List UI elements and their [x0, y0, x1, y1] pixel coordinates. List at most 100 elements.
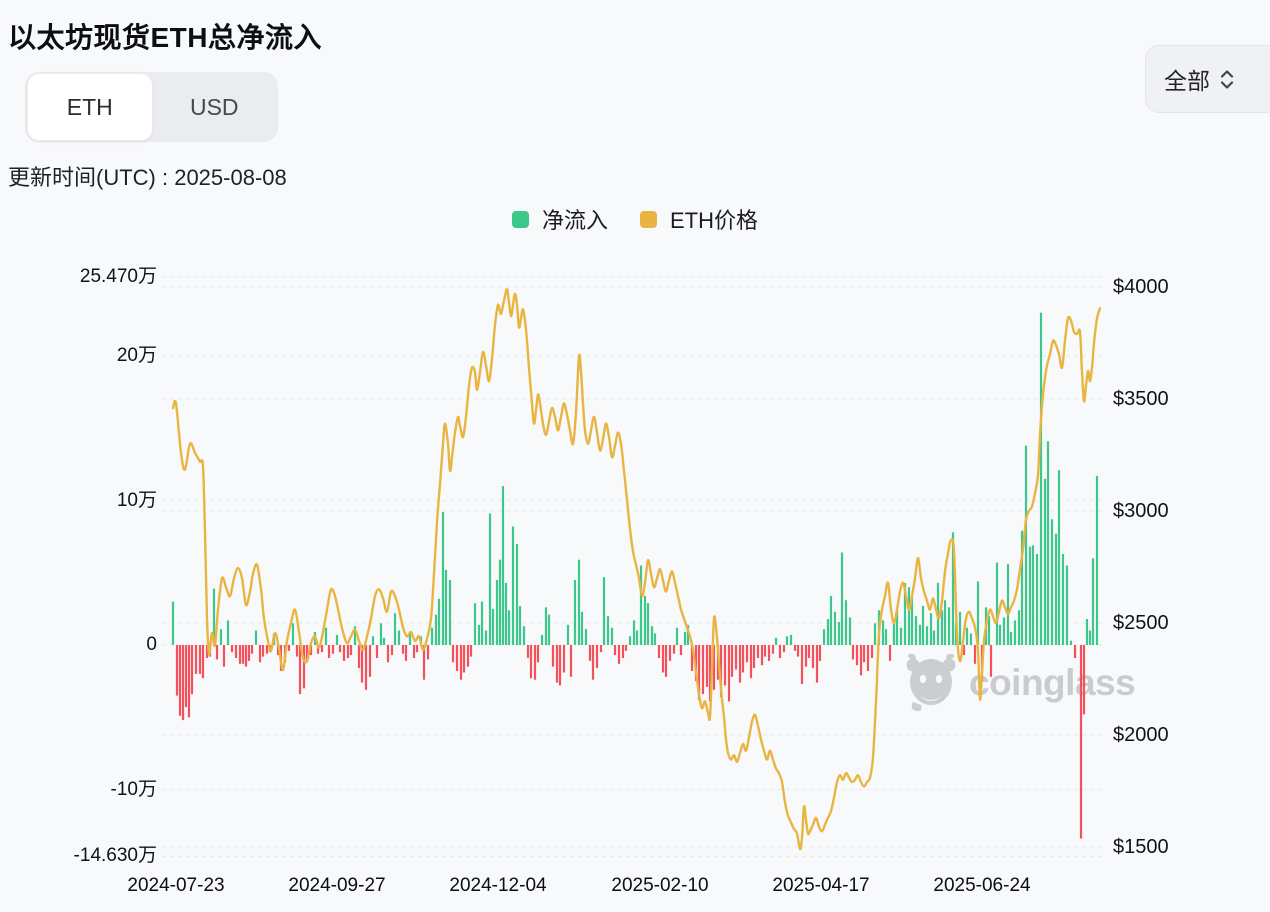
netflow-bar — [533, 645, 537, 680]
netflow-bar — [498, 559, 502, 645]
legend-item-netflow[interactable]: 净流入 — [511, 203, 608, 235]
netflow-bar — [1065, 565, 1069, 645]
netflow-bar — [646, 603, 650, 645]
netflow-bar — [1061, 554, 1065, 645]
netflow-bar — [558, 645, 562, 686]
netflow-bar — [241, 645, 245, 664]
netflow-bar — [1031, 545, 1035, 645]
netflow-bar — [526, 645, 530, 658]
netflow-bar — [848, 617, 852, 645]
netflow-bar — [701, 645, 705, 695]
netflow-bar — [697, 645, 701, 700]
netflow-bar — [511, 526, 515, 645]
legend-item-eth-price[interactable]: ETH价格 — [640, 203, 758, 235]
netflow-bar — [551, 645, 555, 667]
netflow-bar — [826, 619, 830, 645]
netflow-bar — [727, 645, 731, 702]
netflow-bar — [430, 627, 434, 645]
chevron-up-icon — [1220, 69, 1234, 78]
netflow-bar — [679, 645, 683, 656]
netflow-bar — [683, 632, 687, 645]
netflow-bar — [451, 645, 455, 663]
netflow-bar — [862, 645, 866, 663]
netflow-bar — [628, 636, 632, 645]
y-left-tick-label: 25.470万 — [79, 265, 157, 287]
netflow-bar — [749, 645, 753, 679]
netflow-bar — [884, 629, 888, 645]
netflow-bar — [833, 611, 837, 645]
netflow-bar — [958, 611, 962, 645]
netflow-bar — [870, 645, 874, 658]
netflow-bar — [397, 630, 401, 645]
netflow-bar — [782, 645, 786, 653]
netflow-bar — [881, 620, 885, 645]
netflow-bar — [1057, 470, 1061, 645]
netflow-bar — [591, 645, 595, 680]
netflow-bar — [1006, 564, 1010, 645]
netflow-bar — [480, 601, 484, 645]
netflow-bar — [899, 627, 903, 645]
netflow-bar — [309, 645, 313, 656]
netflow-bar — [219, 629, 223, 645]
y-left-tick-label: -10万 — [110, 778, 157, 800]
unit-toggle-usd[interactable]: USD — [189, 93, 239, 120]
netflow-bar — [529, 645, 533, 679]
netflow-bar — [969, 633, 973, 645]
netflow-bar — [584, 629, 588, 645]
netflow-bar — [566, 624, 570, 645]
netflow-bar — [1024, 445, 1028, 645]
netflow-bar — [495, 580, 499, 645]
netflow-bar — [859, 645, 863, 676]
netflow-bar — [807, 645, 811, 658]
x-axis-tick-label: 2025-06-24 — [933, 875, 1031, 896]
netflow-bar — [190, 645, 194, 695]
netflow-bar — [837, 621, 841, 645]
netflow-bar — [412, 645, 416, 658]
netflow-bar — [212, 588, 216, 645]
netflow-bar — [778, 645, 782, 658]
eth-price-swatch-icon — [640, 210, 657, 228]
netflow-bar — [686, 624, 690, 645]
netflow-bar — [175, 645, 179, 696]
netflow-bar — [238, 645, 242, 664]
netflow-bar — [599, 645, 603, 653]
netflow-bar — [635, 630, 639, 645]
unit-toggle-eth[interactable]: ETH — [27, 73, 153, 141]
chevron-down-icon — [1220, 80, 1234, 89]
netflow-bar — [437, 598, 441, 645]
netflow-bar — [995, 562, 999, 645]
netflow-bar — [1088, 630, 1092, 645]
netflow-bar — [393, 613, 397, 645]
netflow-bar — [287, 645, 291, 651]
netflow-bar — [940, 610, 944, 645]
netflow-bar — [276, 645, 280, 656]
netflow-swatch-icon — [511, 210, 529, 228]
netflow-bar — [818, 645, 822, 661]
netflow-bar — [664, 645, 668, 677]
netflow-bar — [800, 645, 804, 684]
netflow-bar — [855, 645, 859, 666]
netflow-bar — [962, 645, 966, 656]
netflow-bar — [342, 645, 346, 661]
time-range-select[interactable]: 全部 — [1145, 45, 1270, 113]
netflow-bar — [462, 645, 466, 673]
netflow-bar — [789, 634, 793, 645]
netflow-bar — [796, 645, 800, 657]
netflow-bar — [1085, 619, 1089, 645]
netflow-bar — [873, 623, 877, 645]
netflow-bar — [613, 645, 617, 656]
netflow-bar — [943, 600, 947, 645]
netflow-bar — [643, 595, 647, 645]
netflow-bar — [1091, 558, 1095, 645]
time-range-value: 全部 — [1164, 68, 1210, 94]
netflow-bar — [621, 645, 625, 658]
y-right-tick-label: $2500 — [1113, 612, 1169, 634]
netflow-bar — [349, 645, 353, 656]
netflow-bar — [491, 608, 495, 645]
netflow-bar — [444, 569, 448, 645]
netflow-bar — [760, 645, 764, 666]
netflow-bar — [1043, 478, 1047, 645]
netflow-bar — [793, 645, 797, 651]
netflow-bar — [987, 616, 991, 645]
